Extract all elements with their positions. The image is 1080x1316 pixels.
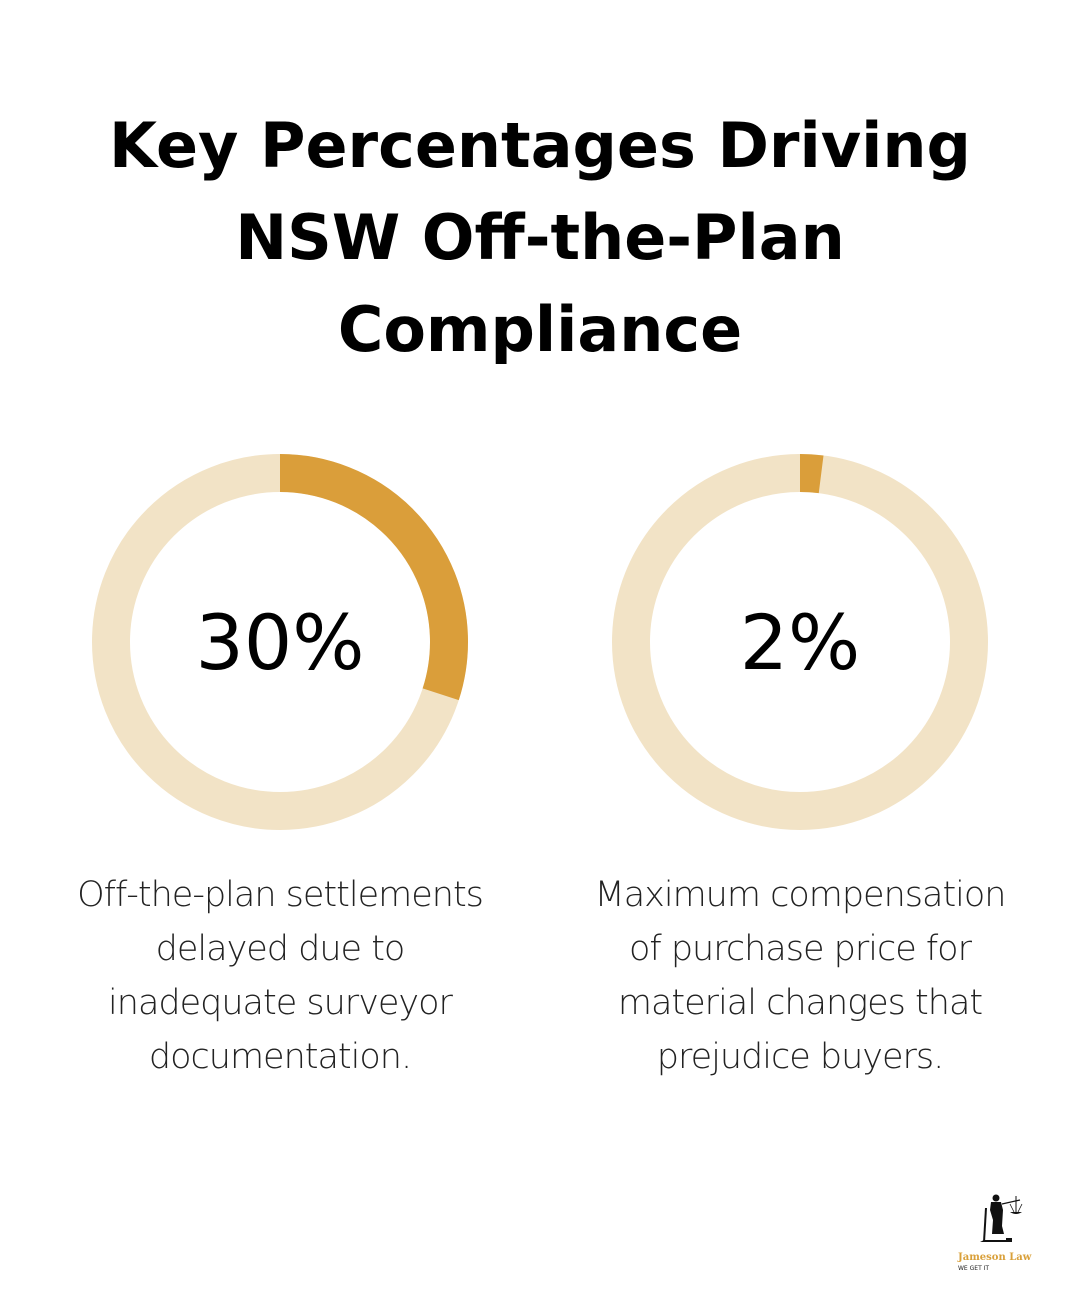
donut-chart-30: 30%: [92, 454, 468, 830]
donut-arc: [92, 454, 468, 830]
description-line: of purchase price for: [628, 929, 972, 969]
lady-justice-icon: [980, 1194, 1023, 1243]
page-title: Key Percentages Driving NSW Off-the-Plan…: [0, 100, 1080, 376]
title-line-2: NSW Off-the-Plan: [235, 201, 845, 274]
donut-ring: [92, 454, 468, 830]
stat-description: Off-the-plan settlements delayed due to …: [30, 868, 530, 1084]
logo-tagline: WE GET IT: [958, 1265, 990, 1272]
description-line: delayed due to: [155, 929, 406, 969]
company-logo: Jameson Law WE GET IT: [950, 1190, 1050, 1280]
logo-name: Jameson Law: [958, 1252, 1032, 1263]
donut-arc: [612, 454, 988, 830]
description-line: Maximum compensation: [594, 875, 1007, 915]
stat-value: 30%: [195, 597, 365, 687]
description-line: inadequate surveyor: [108, 983, 453, 1023]
title-line-3: Compliance: [337, 293, 743, 366]
description-line: documentation.: [148, 1037, 412, 1077]
stat-description: Maximum compensation of purchase price f…: [550, 868, 1050, 1084]
description-line: material changes that: [617, 983, 983, 1023]
title-line-1: Key Percentages Driving: [109, 109, 971, 182]
stat-value: 2%: [739, 597, 861, 687]
donut-ring: [612, 454, 988, 830]
donut-chart-2: 2%: [612, 454, 988, 830]
description-line: Off-the-plan settlements: [77, 875, 484, 915]
description-line: prejudice buyers.: [656, 1037, 945, 1077]
